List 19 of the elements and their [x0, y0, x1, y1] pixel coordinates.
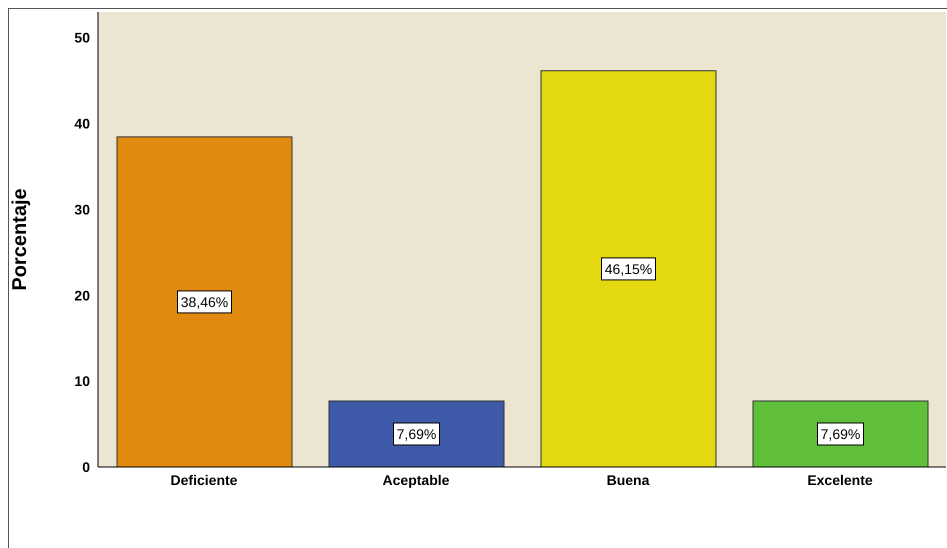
x-tick-label: Buena	[606, 472, 650, 488]
y-tick-label: 50	[74, 30, 90, 46]
bar	[116, 136, 292, 467]
y-tick-label: 20	[74, 287, 90, 304]
x-tick-label: Aceptable	[382, 472, 450, 488]
y-tick-label: 40	[74, 116, 90, 132]
x-tick-label: Deficiente	[170, 472, 238, 488]
y-tick-label: 0	[82, 458, 90, 475]
y-tick-label: 30	[74, 201, 90, 218]
bar	[752, 400, 928, 467]
y-axis-title: Porcentaje	[9, 188, 32, 291]
data-label: 46,15%	[604, 260, 652, 277]
data-label: 7,69%	[396, 426, 436, 442]
y-tick-label: 10	[74, 373, 90, 390]
x-tick-label: Excelente	[807, 472, 873, 488]
bar	[540, 70, 716, 467]
data-label: 38,46%	[180, 294, 228, 310]
bar	[328, 400, 504, 467]
data-label: 7,69%	[820, 426, 860, 442]
